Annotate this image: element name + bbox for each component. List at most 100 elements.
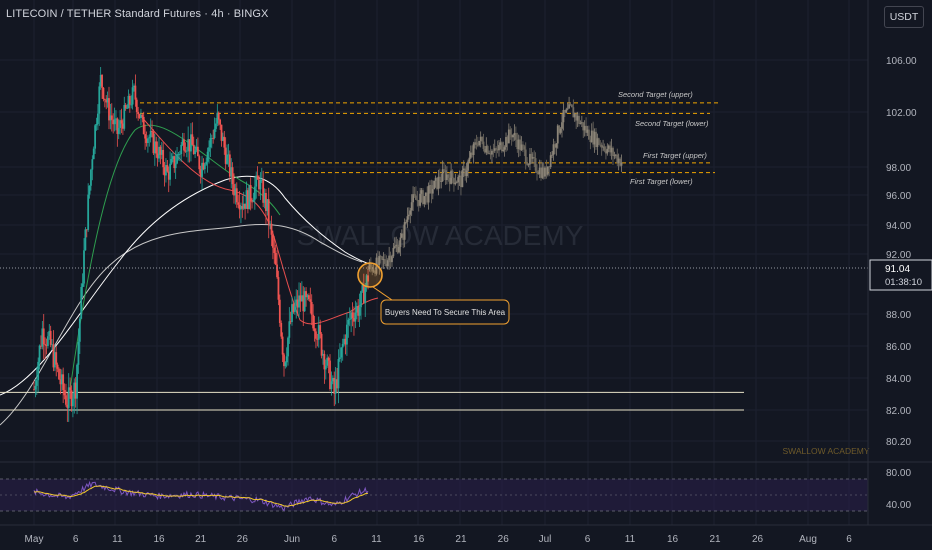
candle-body	[98, 86, 101, 114]
projection-candle-body	[454, 182, 457, 185]
candle-body	[101, 74, 103, 88]
candle-body	[58, 368, 60, 380]
candle-body	[319, 325, 322, 334]
projection-candle-body	[410, 202, 413, 211]
projection-candle-body	[482, 141, 485, 149]
candle-body	[241, 206, 244, 209]
projection-candle-body	[433, 180, 436, 190]
candle-body	[149, 130, 152, 138]
time-axis[interactable]: May 6 11 16 21 26 Jun 6 11 16 21 26 Jul 6 11 16 21 26 Aug 6	[25, 534, 853, 545]
projection-candle-body	[606, 148, 609, 154]
candle-body	[338, 357, 341, 359]
projection-candle-body	[529, 153, 531, 165]
candle-body	[92, 148, 95, 160]
candle-body	[60, 374, 63, 385]
candle-body	[355, 306, 358, 313]
projection-candle-body	[438, 176, 441, 182]
candle-body	[330, 381, 333, 390]
price-tick-label: 82.00	[886, 406, 911, 417]
time-tick-label: 11	[112, 534, 123, 545]
price-axis[interactable]: 106.00 102.00 98.00 96.00 94.00 92.00 88.00 86.…	[886, 56, 917, 448]
currency-button[interactable]: USDT	[884, 6, 924, 28]
candle-body	[142, 116, 145, 135]
candle-body	[353, 317, 355, 322]
projection-candle-body	[561, 122, 563, 129]
projection-candle-body	[569, 104, 572, 106]
candle-body	[42, 328, 45, 345]
projection-candle-body	[507, 129, 510, 144]
projection-candle-body	[443, 169, 445, 171]
projection-candle-body	[620, 162, 623, 166]
candle-body	[130, 104, 133, 106]
candle-body	[220, 124, 223, 141]
candle-body	[35, 380, 38, 386]
candle-body	[108, 98, 110, 121]
rsi-axis[interactable]: 80.00 40.00	[886, 468, 911, 511]
projection-candle-body	[458, 175, 461, 178]
candle-body	[317, 325, 320, 340]
candle-body	[141, 114, 144, 117]
projection-candle-body	[464, 168, 467, 176]
callout-pointer	[372, 286, 393, 301]
projection-candle-body	[451, 170, 454, 179]
projection-candle-body	[486, 146, 489, 154]
projection-candle-body	[596, 138, 599, 148]
target-labels: Second Target (upper) Second Target (low…	[618, 90, 709, 186]
projection-candle-body	[392, 247, 395, 257]
projection-candle-body	[546, 166, 549, 175]
candle-body	[298, 295, 300, 308]
callout-text: Buyers Need To Secure This Area	[385, 308, 506, 317]
price-tick-label: 94.00	[886, 221, 911, 232]
candle-body	[245, 190, 248, 209]
projection-candle-body	[491, 150, 493, 155]
candle-body	[163, 167, 166, 176]
candle-body	[362, 285, 365, 304]
candle-body	[188, 139, 191, 152]
projection-candle-body	[423, 196, 426, 204]
projection-candle-body	[514, 133, 517, 140]
candle-body	[361, 285, 364, 292]
projection-candle-body	[549, 155, 552, 168]
candle-body	[81, 283, 84, 287]
projection-candle-body	[531, 157, 534, 159]
candle-body	[364, 287, 367, 304]
projection-candle-body	[405, 221, 407, 223]
candle-body	[227, 154, 230, 156]
candle-body	[216, 112, 219, 124]
projection-candle-body	[562, 110, 565, 123]
candle-body	[153, 141, 156, 154]
candle-body	[316, 338, 319, 340]
candle-body	[140, 114, 142, 119]
candle-body	[46, 336, 49, 346]
projection-candle-body	[527, 164, 530, 166]
projection-candle-body	[407, 214, 410, 217]
candle-body	[90, 169, 92, 186]
candle-body	[265, 193, 267, 212]
candle-body	[52, 344, 55, 368]
candle-body	[347, 319, 350, 325]
projection-candle-body	[609, 145, 612, 153]
projection-candle-body	[500, 142, 503, 152]
projection-candle-body	[556, 125, 559, 144]
candle-body	[269, 223, 272, 225]
candle-body	[300, 295, 303, 302]
projection-candle-body	[465, 170, 468, 176]
rsi-tick-label: 80.00	[886, 468, 911, 479]
candle-body	[209, 138, 212, 148]
projection-candle-body	[471, 152, 474, 156]
candle-body	[199, 169, 202, 177]
projection-candle-body	[503, 147, 506, 150]
candle-body	[95, 124, 98, 126]
candle-body	[271, 234, 274, 248]
projection-candle-body	[391, 256, 393, 263]
candle-body	[105, 99, 108, 103]
projection-candle-body	[566, 108, 569, 110]
candle-body	[33, 389, 35, 390]
candle-body	[346, 324, 348, 345]
candle-body	[128, 95, 131, 105]
candle-body	[240, 206, 242, 210]
price-tick-label: 86.00	[886, 342, 911, 353]
projection-candle-body	[510, 134, 513, 138]
candle-body	[146, 138, 149, 143]
